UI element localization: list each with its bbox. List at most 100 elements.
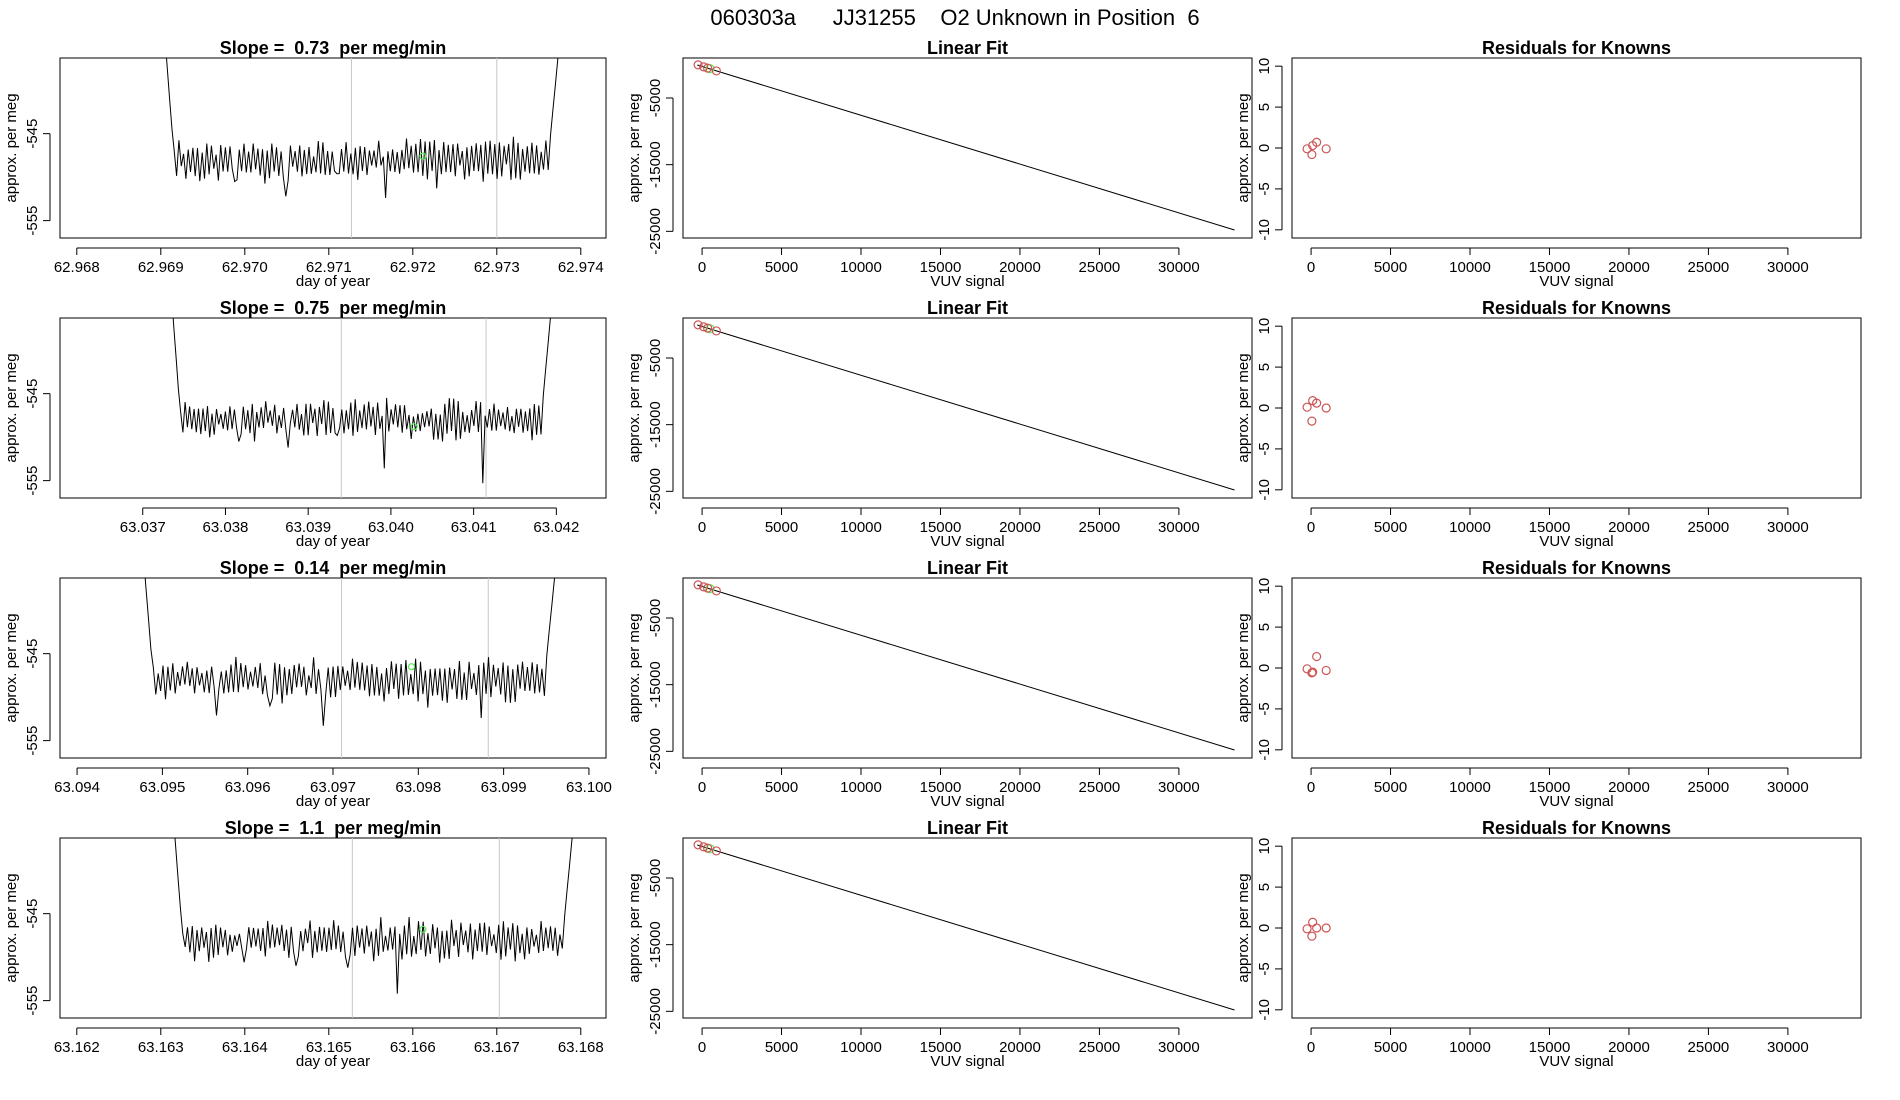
y-tick-label: -5000 [647,599,664,637]
x-tick-label: 10000 [840,259,882,276]
signal-trace [172,318,551,484]
y-tick-label: -545 [24,119,41,149]
residual-point [1321,665,1331,676]
known-point [703,323,713,333]
panel-title: Linear Fit [927,558,1008,578]
x-tick-label: 62.974 [558,259,604,276]
time-series-panel: Slope = 0.14 per meg/min 63.094 63.095 63.0… [3,558,612,810]
plot-area [1302,651,1331,678]
residuals-panel: Residuals for Knowns 0 5000 10000 15000 20000… [1235,818,1862,1070]
x-tick-label: 62.972 [390,259,436,276]
x-tick-label: 30000 [1158,519,1200,536]
x-tick-label: 30000 [1767,259,1809,276]
known-point [711,326,721,336]
y-axis-label: approx. per meg [3,93,20,202]
x-axis-label: day of year [296,1053,370,1070]
plot-frame [1291,57,1862,239]
y-tick-label: -5000 [647,859,664,897]
x-axis-label: VUV signal [1539,273,1613,290]
plot-area [1302,396,1331,426]
plot-frame [59,57,607,239]
x-tick-label: 63.098 [395,779,441,796]
x-axis-label: VUV signal [1539,533,1613,550]
x-tick-label: 0 [698,519,706,536]
x-tick-label: 30000 [1767,1039,1809,1056]
x-tick-label: 0 [1307,519,1315,536]
plot-frame [1291,577,1862,759]
y-tick-label: -5 [1256,962,1273,975]
known-point [699,62,709,72]
x-tick-label: 5000 [1374,259,1407,276]
x-tick-label: 25000 [1688,519,1730,536]
x-tick-label: 63.162 [54,1039,100,1056]
time-series-panel: Slope = 0.73 per meg/min 62.968 62.969 62.9… [3,38,607,290]
x-axis-label: day of year [296,793,370,810]
residual-point [1312,137,1322,147]
x-tick-label: 63.094 [54,779,100,796]
unknown-marker [407,663,416,671]
linear-fit-panel: Linear Fit 0 5000 10000 15000 20000 25000 30000… [626,38,1253,290]
y-tick-label: 0 [1256,924,1273,932]
plot-frame [59,317,607,499]
x-tick-label: 20000 [1608,779,1650,796]
plot-area [172,318,551,498]
x-tick-label: 0 [698,1039,706,1056]
y-tick-label: 10 [1256,58,1273,75]
panel-title: Slope = 1.1 per meg/min [225,818,442,838]
plot-area [174,838,573,1018]
plot-area [144,578,556,758]
plot-frame [1291,317,1862,499]
x-tick-label: 25000 [1079,779,1121,796]
x-tick-label: 20000 [999,1039,1041,1056]
x-tick-label: 30000 [1767,519,1809,536]
plot-area [693,840,1235,1011]
residual-point [1307,416,1317,426]
x-tick-label: 25000 [1688,779,1730,796]
y-tick-label: -15000 [647,401,664,448]
y-tick-label: -555 [24,466,41,496]
linear-fit-panel: Linear Fit 0 5000 10000 15000 20000 25000 30000… [626,818,1253,1070]
y-tick-label: -545 [24,639,41,669]
plot-frame [59,577,607,759]
known-point [693,320,703,330]
x-tick-label: 0 [698,779,706,796]
linear-fit-panel: Linear Fit 0 5000 10000 15000 20000 25000 30000… [626,558,1253,810]
x-tick-label: 63.168 [558,1039,604,1056]
residual-point [1312,398,1322,408]
x-tick-label: 30000 [1767,779,1809,796]
x-tick-label: 63.095 [139,779,185,796]
y-tick-label: -5000 [647,339,664,377]
known-point [699,582,709,592]
known-point [711,66,721,76]
panel-title: Residuals for Knowns [1482,298,1671,318]
x-tick-label: 63.041 [451,519,497,536]
time-series-panel: Slope = 1.1 per meg/min 63.162 63.163 63.16… [3,818,607,1070]
y-tick-label: 0 [1256,404,1273,412]
y-tick-label: -10 [1256,479,1273,501]
y-axis-label: approx. per meg [1235,353,1252,462]
y-axis-label: approx. per meg [3,613,20,722]
x-tick-label: 63.100 [566,779,612,796]
x-tick-label: 25000 [1688,1039,1730,1056]
y-tick-label: -15000 [647,921,664,968]
page-title: 060303a JJ31255 O2 Unknown in Position 6 [710,5,1199,30]
plot-area [1302,917,1331,941]
y-tick-label: -10 [1256,999,1273,1021]
x-tick-label: 10000 [1449,519,1491,536]
known-point [693,60,703,70]
known-point [711,846,721,856]
residual-point [1308,917,1318,927]
panel-title: Linear Fit [927,38,1008,58]
x-axis-label: VUV signal [1539,793,1613,810]
x-tick-label: 0 [698,259,706,276]
y-tick-label: 10 [1256,838,1273,855]
y-tick-label: -5000 [647,79,664,117]
y-tick-label: 5 [1256,623,1273,631]
x-tick-label: 30000 [1158,1039,1200,1056]
residuals-panel: Residuals for Knowns 0 5000 10000 15000 20000… [1235,298,1862,550]
y-tick-label: -10 [1256,219,1273,241]
residual-point [1312,923,1322,933]
x-tick-label: 20000 [999,519,1041,536]
panels: Slope = 0.73 per meg/min 62.968 62.969 62.9… [3,38,1862,1070]
x-tick-label: 5000 [765,519,798,536]
